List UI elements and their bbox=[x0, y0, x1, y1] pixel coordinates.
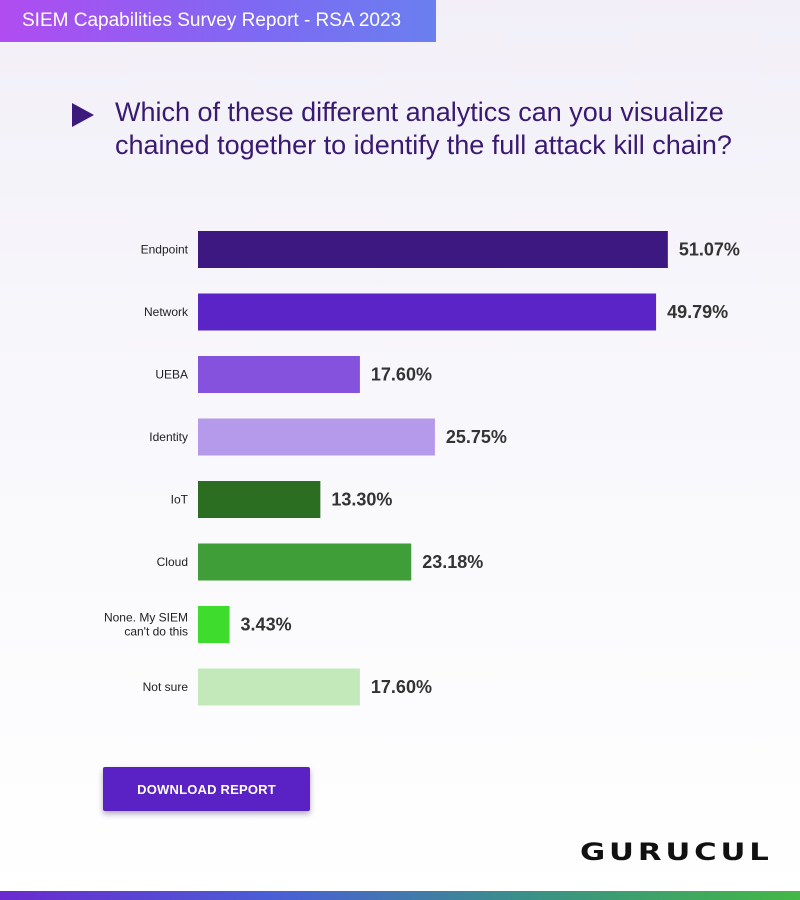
category-label-identity: Identity bbox=[149, 430, 188, 444]
value-label-not-sure: 17.60% bbox=[371, 677, 432, 697]
category-label-none-my-siem-can-t-do-this: None. My SIEM can't do this bbox=[104, 611, 188, 639]
category-label-ueba: UEBA bbox=[155, 368, 188, 382]
bar-not-sure bbox=[198, 668, 360, 706]
category-label-network: Network bbox=[144, 305, 189, 319]
bar-network bbox=[198, 293, 657, 331]
value-label-cloud: 23.18% bbox=[422, 552, 483, 572]
bar-ueba bbox=[198, 356, 360, 393]
value-label-endpoint: 51.07% bbox=[679, 240, 740, 260]
value-label-ueba: 17.60% bbox=[371, 365, 432, 385]
gurucul-logo: GURUCUL bbox=[580, 838, 773, 866]
value-label-iot: 13.30% bbox=[331, 490, 392, 510]
download-report-button[interactable]: DOWNLOAD REPORT bbox=[103, 767, 310, 811]
bar-iot bbox=[198, 481, 321, 518]
question-title: Which of these different analytics can y… bbox=[115, 97, 732, 160]
category-label-iot: IoT bbox=[171, 493, 189, 507]
category-label-not-sure: Not sure bbox=[143, 680, 189, 694]
bar-none-my-siem-can-t-do-this bbox=[198, 606, 230, 643]
bar-endpoint bbox=[198, 231, 668, 268]
category-label-cloud: Cloud bbox=[157, 555, 188, 569]
category-label-endpoint: Endpoint bbox=[141, 243, 189, 257]
bar-cloud bbox=[198, 543, 412, 581]
value-label-network: 49.79% bbox=[667, 302, 728, 322]
bar-identity bbox=[198, 418, 435, 456]
value-label-none-my-siem-can-t-do-this: 3.43% bbox=[241, 615, 292, 635]
bottom-gradient-strip bbox=[0, 891, 800, 900]
play-arrow-icon bbox=[72, 103, 94, 127]
value-label-identity: 25.75% bbox=[446, 427, 507, 447]
report-title-tab: SIEM Capabilities Survey Report - RSA 20… bbox=[0, 0, 436, 42]
